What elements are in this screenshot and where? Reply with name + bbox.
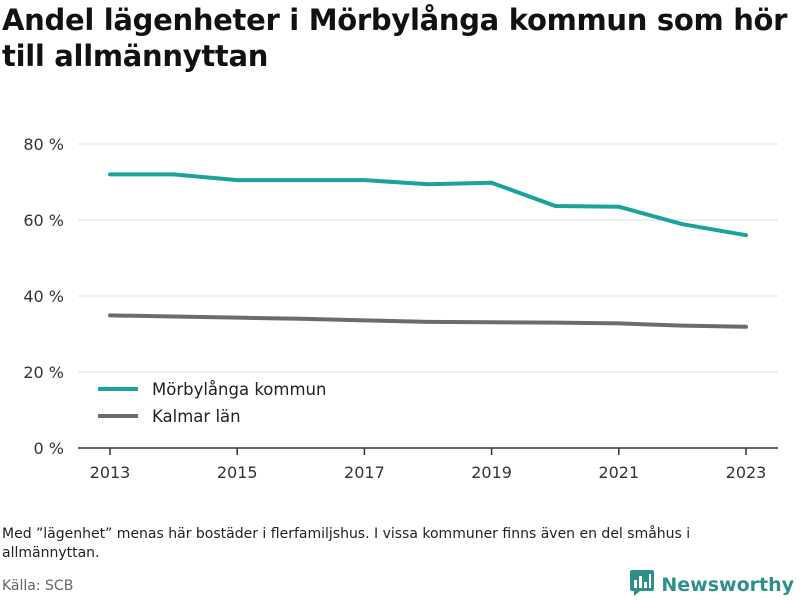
series-lines: [108, 172, 748, 329]
legend-label: Kalmar län: [152, 407, 241, 426]
chart-title: Andel lägenheter i Mörbylånga kommun som…: [2, 3, 788, 73]
x-tick-label: 2013: [90, 463, 131, 482]
x-tick-label: 2023: [726, 463, 767, 482]
x-tick-label: 2021: [598, 463, 639, 482]
line-chart: 0 % 20 % 40 % 60 % 80 % 2013 2015 2017 2019 2021 2…: [23, 135, 778, 482]
newsworthy-logo-icon: [630, 570, 655, 600]
y-tick-label: 20 %: [23, 363, 64, 382]
legend: Mörbylånga kommun Kalmar län: [98, 380, 326, 426]
x-tick-label: 2017: [344, 463, 385, 482]
y-tick-label: 0 %: [34, 439, 64, 458]
axes: 0 % 20 % 40 % 60 % 80 % 2013 2015 2017 2019 2021 2…: [23, 135, 778, 482]
series-line-kalmar-lan: [108, 313, 748, 329]
x-tick-label: 2015: [217, 463, 258, 482]
brand-name: Newsworthy: [661, 574, 794, 596]
y-tick-label: 60 %: [23, 211, 64, 230]
grid-lines: [78, 143, 778, 373]
y-tick-label: 80 %: [23, 135, 64, 154]
brand-logo: Newsworthy: [630, 570, 794, 600]
series-line-morbylanga: [108, 172, 748, 238]
source-label: Källa: SCB: [2, 578, 74, 594]
chart-footnote: Med ”lägenhet” menas här bostäder i fler…: [2, 526, 691, 561]
x-tick-label: 2019: [471, 463, 512, 482]
legend-label: Mörbylånga kommun: [152, 380, 326, 399]
y-tick-label: 40 %: [23, 287, 64, 306]
